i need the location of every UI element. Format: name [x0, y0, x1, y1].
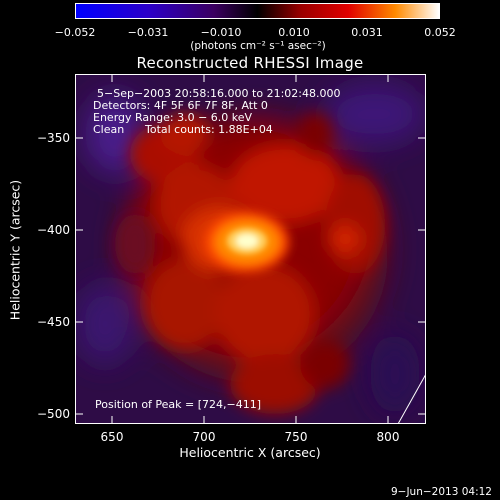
annotation-time-range: 5−Sep−2003 20:58:16.000 to 21:02:48.000 [97, 87, 341, 100]
y-ticks-right [418, 137, 426, 415]
x-axis-label: Heliocentric X (arcsec) [179, 445, 321, 460]
x-ticks-top [111, 74, 389, 82]
colorbar-tick: −0.031 [127, 26, 169, 39]
y-tick-label: −400 [37, 223, 70, 237]
rhessi-image [75, 74, 426, 424]
x-ticks-bottom [111, 416, 389, 424]
annotation-peak-position: Position of Peak = [724,−411] [95, 398, 262, 411]
chart-title: Reconstructed RHESSI Image [136, 54, 364, 72]
y-tick-label: −500 [37, 407, 70, 421]
colorbar-tick: −0.052 [54, 26, 96, 39]
date-stamp: 9−Jun−2013 04:12 [390, 486, 492, 498]
plot-frame [75, 74, 426, 424]
y-axis-label-text: Heliocentric Y (arcsec) [7, 179, 23, 321]
x-tick-label: 700 [192, 430, 216, 444]
x-tick-label: 750 [284, 430, 308, 444]
colorbar-tick: 0.010 [278, 26, 310, 39]
colorbar [75, 3, 440, 19]
colorbar-tick: 0.031 [351, 26, 383, 39]
colorbar-tick: 0.052 [424, 26, 456, 39]
y-tick-label: −450 [37, 315, 70, 329]
peak-core [227, 228, 267, 254]
y-tick-label: −350 [37, 131, 70, 145]
y-ticks-left [75, 137, 83, 415]
annotation-clean: Clean [93, 123, 125, 136]
limb-line [397, 373, 426, 424]
annotation-detectors: Detectors: 4F 5F 6F 7F 8F, Att 0 [93, 99, 268, 112]
annotation-energy-range: Energy Range: 3.0 − 6.0 keV [93, 111, 253, 124]
x-tick-label: 650 [100, 430, 124, 444]
colorbar-units: (photons cm⁻² s⁻¹ asec⁻²) [190, 40, 326, 52]
annotation-total-counts: Total counts: 1.88E+04 [145, 123, 273, 136]
x-tick-label: 800 [376, 430, 400, 444]
colorbar-tick: −0.010 [200, 26, 242, 39]
